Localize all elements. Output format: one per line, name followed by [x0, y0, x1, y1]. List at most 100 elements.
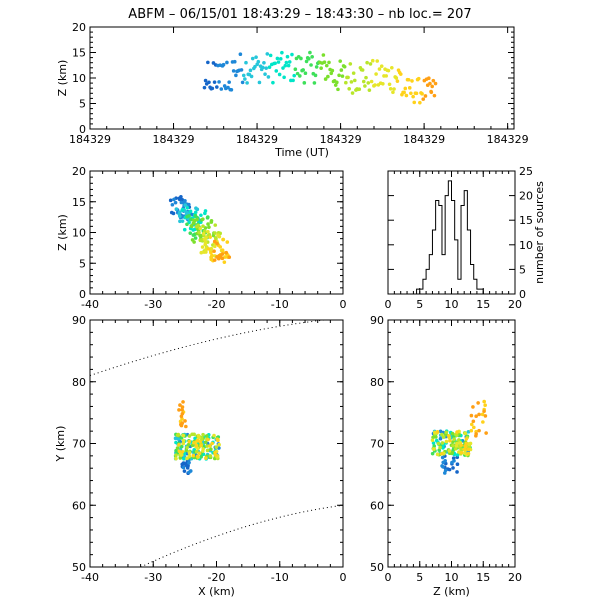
source-point [217, 234, 222, 239]
source-point [187, 434, 192, 438]
source-point [214, 445, 219, 449]
source-point [477, 412, 481, 417]
source-point [187, 454, 192, 458]
source-point [180, 449, 185, 454]
source-point [423, 94, 428, 98]
source-point [431, 441, 436, 445]
source-point [193, 213, 198, 218]
x-tick-label: 5 [416, 571, 423, 584]
source-point [209, 246, 214, 251]
source-point [440, 455, 445, 460]
source-point [374, 72, 378, 76]
source-point [455, 462, 460, 467]
source-point [292, 73, 297, 78]
source-point [447, 467, 452, 472]
y-tick-label: 5 [519, 263, 526, 276]
source-point [327, 60, 331, 65]
source-point [203, 240, 208, 244]
source-point [202, 237, 207, 241]
source-point [446, 433, 451, 438]
source-point [469, 428, 474, 433]
source-point [231, 69, 236, 73]
source-point [180, 408, 184, 412]
source-point [185, 205, 190, 210]
source-point [459, 450, 464, 455]
source-point [463, 447, 467, 451]
source-point [219, 87, 224, 91]
source-point [170, 202, 175, 207]
source-point [241, 73, 246, 78]
source-point [185, 445, 189, 450]
source-point [342, 64, 347, 69]
source-point [212, 80, 217, 84]
source-point [451, 443, 455, 448]
source-point [205, 444, 209, 448]
source-point [212, 244, 217, 249]
source-point [298, 74, 302, 78]
y-tick-label: 15 [72, 47, 86, 60]
source-point [201, 449, 205, 453]
y-axis-label: Y (km) [54, 426, 67, 463]
source-point [464, 437, 469, 441]
source-point [442, 471, 447, 475]
source-point [204, 434, 209, 438]
source-point [369, 79, 374, 84]
y-tick-label: 20 [72, 165, 86, 178]
x-tick-label: 0 [385, 298, 392, 311]
source-point [438, 429, 443, 434]
source-point [215, 255, 219, 259]
source-point [221, 237, 225, 242]
source-point [303, 71, 308, 76]
source-point [175, 433, 180, 437]
source-point [227, 80, 231, 84]
source-point [177, 197, 182, 202]
x-height-panel: -40 -30 -20 -10 0 0 5 10 15 20 Z (km) [56, 165, 347, 311]
source-point [482, 409, 486, 414]
source-point [238, 52, 243, 57]
source-point [202, 85, 207, 90]
x-tick-label: 15 [476, 298, 490, 311]
source-point [244, 60, 248, 65]
source-point [191, 233, 196, 237]
source-point [436, 441, 441, 446]
source-point [187, 460, 191, 465]
time-height-panel: 184329 184329 184329 184329 184329 1843290510… [56, 21, 529, 159]
source-point [302, 81, 307, 85]
source-point [243, 77, 247, 81]
source-point [225, 240, 230, 244]
source-point [330, 68, 335, 73]
source-point [221, 62, 226, 67]
y-tick-label: 20 [519, 190, 533, 203]
source-point [173, 436, 178, 441]
source-point [192, 440, 196, 445]
source-point [264, 66, 268, 70]
source-point [212, 258, 217, 262]
source-point [368, 62, 373, 66]
y-tick-label: 10 [72, 72, 86, 85]
y-tick-label: 70 [72, 438, 86, 451]
source-point [375, 59, 380, 63]
source-point [420, 92, 424, 96]
source-point [304, 59, 309, 64]
source-point [187, 451, 192, 455]
source-point [201, 217, 205, 221]
source-point [254, 55, 258, 59]
source-point [350, 91, 355, 95]
source-point [194, 224, 199, 229]
x-tick-label: 20 [508, 298, 522, 311]
source-point [447, 449, 452, 453]
x-tick-label: -30 [144, 298, 162, 311]
source-point [189, 217, 193, 222]
x-axis-label: X (km) [198, 585, 235, 598]
source-point [195, 207, 200, 212]
source-point [480, 412, 485, 417]
source-point [326, 74, 330, 79]
source-point [386, 68, 391, 73]
source-point [324, 63, 329, 68]
source-point [428, 81, 432, 86]
y-tick-label: 50 [370, 561, 384, 574]
source-point [208, 235, 212, 239]
source-point [263, 72, 267, 76]
source-point [437, 448, 442, 452]
source-point [199, 250, 204, 255]
